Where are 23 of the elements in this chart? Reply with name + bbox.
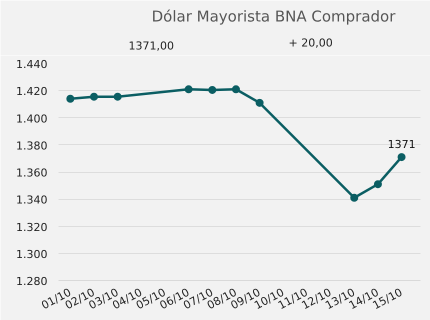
y-tick-label: 1.340: [16, 194, 48, 207]
text: + 20,00: [288, 36, 333, 50]
y-tick-label: 1.280: [16, 275, 48, 288]
y-tick-label: 1.320: [16, 220, 48, 234]
y-tick-label: 1.400: [16, 112, 48, 126]
chart-title: Dólar Mayorista BNA Comprador: [152, 8, 396, 26]
y-tick-label: 1.300: [16, 248, 48, 261]
point: [232, 85, 240, 94]
data-label: 1371: [388, 138, 416, 152]
point: [114, 92, 122, 101]
y-tick-label: 1.420: [16, 85, 48, 98]
y-tick-label: 1.440: [16, 58, 48, 71]
y-tick-label: 1.360: [16, 166, 48, 180]
point: [208, 86, 216, 94]
point: [66, 94, 74, 103]
point: [374, 180, 382, 188]
y-tick-label: 1.380: [16, 139, 48, 152]
point: [256, 98, 264, 107]
point: [398, 153, 406, 162]
point: [184, 85, 193, 94]
point: [90, 92, 98, 101]
text: 1371,00: [128, 40, 174, 52]
point: [350, 194, 358, 202]
